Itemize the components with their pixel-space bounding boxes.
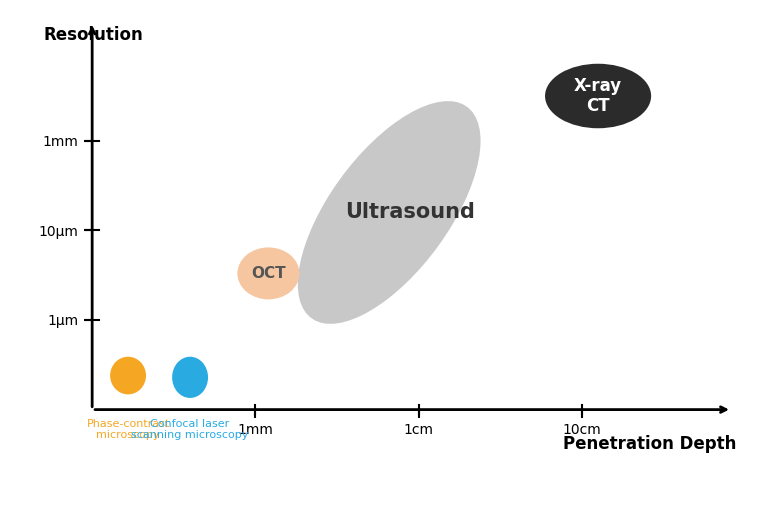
Text: Phase-contrast
microscopy: Phase-contrast microscopy: [86, 419, 170, 440]
Text: Penetration Depth: Penetration Depth: [564, 435, 737, 453]
Ellipse shape: [545, 64, 651, 129]
Text: Ultrasound: Ultrasound: [345, 202, 475, 223]
Ellipse shape: [110, 357, 146, 394]
Text: OCT: OCT: [251, 266, 286, 281]
Ellipse shape: [237, 247, 300, 300]
Text: Confocal laser
scanning microscopy: Confocal laser scanning microscopy: [131, 419, 249, 440]
Ellipse shape: [172, 357, 208, 398]
Ellipse shape: [298, 101, 481, 324]
Text: X-ray
CT: X-ray CT: [574, 77, 622, 115]
Text: Resolution: Resolution: [43, 26, 143, 44]
